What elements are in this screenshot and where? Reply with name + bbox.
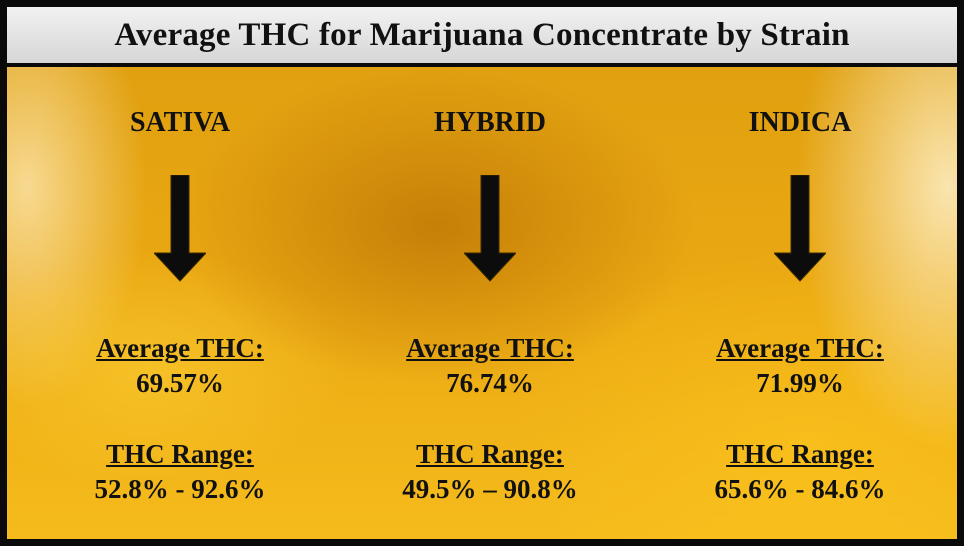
arrow [154, 175, 206, 283]
range-label: THC Range: [650, 439, 950, 470]
average-value: 71.99% [650, 368, 950, 399]
average-label: Average THC: [650, 333, 950, 364]
arrow-icon [464, 175, 516, 288]
range-value: 65.6% - 84.6% [650, 474, 950, 505]
background-photo: SATIVA Average THC: 69.57% THC Range: 52.8% … [7, 67, 957, 539]
range-label: THC Range: [340, 439, 640, 470]
range-label: THC Range: [30, 439, 330, 470]
title-bar: Average THC for Marijuana Concentrate by… [7, 7, 957, 67]
range-value: 49.5% – 90.8% [340, 474, 640, 505]
average-label: Average THC: [30, 333, 330, 364]
range-value: 52.8% - 92.6% [30, 474, 330, 505]
arrow-icon [154, 175, 206, 288]
title: Average THC for Marijuana Concentrate by… [114, 17, 849, 54]
strain-name: INDICA [650, 107, 950, 139]
arrow-icon [774, 175, 826, 288]
average-label: Average THC: [340, 333, 640, 364]
frame: Average THC for Marijuana Concentrate by… [0, 0, 964, 546]
strain-name: HYBRID [340, 107, 640, 139]
average-value: 69.57% [30, 368, 330, 399]
arrow [464, 175, 516, 283]
strain-name: SATIVA [30, 107, 330, 139]
arrow [774, 175, 826, 283]
average-value: 76.74% [340, 368, 640, 399]
